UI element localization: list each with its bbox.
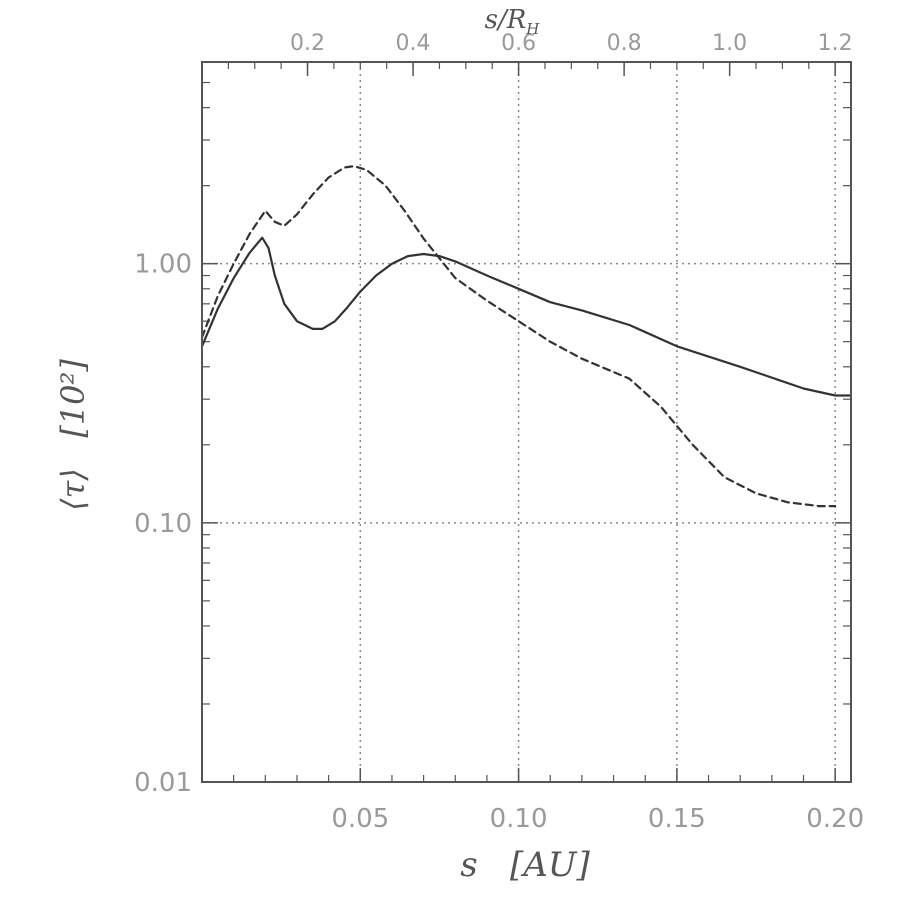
top-axis-title-subscript: H (525, 20, 540, 38)
top-tick-label: 0.8 (607, 31, 642, 56)
grid-lines (202, 62, 851, 782)
top-axis-tick-labels: 0.2 0.4 0.6 0.8 1.0 1.2 (290, 31, 853, 56)
y-tick-label: 1.00 (134, 250, 192, 280)
y-tick-labels: 0.01 0.10 1.00 (134, 250, 192, 798)
y-tick-label: 0.10 (134, 509, 192, 539)
x-tick-label: 0.20 (806, 804, 864, 834)
plot-frame (201, 61, 852, 783)
minor-ticks (202, 61, 851, 783)
top-tick-label: 1.0 (712, 31, 747, 56)
top-tick-label: 1.2 (818, 31, 853, 56)
top-axis-title: s/RH (485, 5, 541, 38)
top-tick-label: 0.6 (501, 31, 536, 56)
x-tick-labels: 0.05 0.10 0.15 0.20 (331, 804, 864, 834)
series-line-solid (200, 236, 853, 397)
top-tick-label: 0.4 (396, 31, 431, 56)
x-tick-label: 0.10 (490, 804, 548, 834)
series-layer (200, 165, 853, 508)
x-tick-label: 0.15 (648, 804, 706, 834)
top-tick-label: 0.2 (290, 31, 325, 56)
series-line-dashed (200, 165, 837, 508)
top-axis-title-main: s/R (485, 5, 527, 35)
x-axis-title: s [AU] (460, 845, 590, 885)
y-axis-title: ⟨τ⟩ [10²] (54, 359, 92, 511)
x-tick-label: 0.05 (331, 804, 389, 834)
y-tick-label: 0.01 (134, 768, 192, 798)
